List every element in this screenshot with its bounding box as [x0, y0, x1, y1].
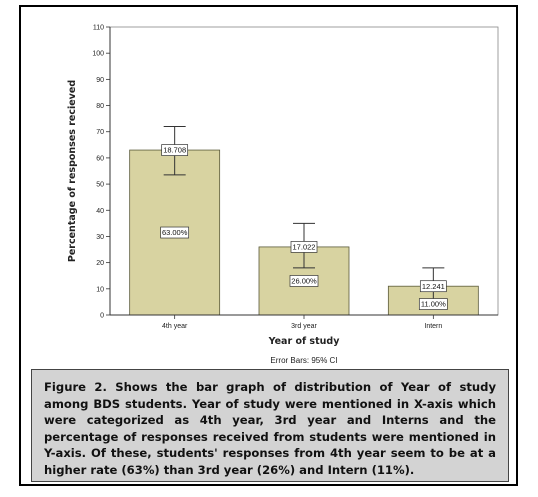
y-tick-label: 60: [96, 155, 104, 162]
caption-box: Figure 2. Shows the bar graph of distrib…: [31, 369, 509, 482]
error-label-box: [290, 241, 318, 253]
figure-frame: 0 10 20 30 40 50 60 70 80 90 100 110 18.708 63.00% 4th…: [19, 5, 518, 486]
value-label-box: [418, 298, 448, 310]
value-label-box: [160, 226, 190, 239]
value-label: 63.00%: [162, 228, 188, 237]
y-tick-label: 20: [96, 260, 104, 267]
y-tick-label: 50: [96, 182, 104, 189]
y-tick-label: 10: [96, 286, 104, 293]
x-tick-label: 3rd year: [291, 323, 317, 330]
x-axis-title: Year of study: [268, 336, 341, 347]
y-tick-label: 110: [93, 25, 104, 32]
y-tick-label: 70: [96, 129, 104, 136]
y-tick-label: 30: [96, 234, 104, 241]
chart-area: 0 10 20 30 40 50 60 70 80 90 100 110 18.708 63.00% 4th…: [31, 10, 511, 369]
y-tick-label: 90: [96, 77, 104, 84]
figure-caption: Figure 2. Shows the bar graph of distrib…: [44, 380, 496, 477]
value-label: 11.00%: [421, 300, 446, 309]
error-label-box: [419, 280, 447, 293]
y-tick-label: 80: [96, 103, 104, 110]
x-tick-label: Intern: [424, 323, 442, 330]
error-label-box: [161, 144, 189, 156]
error-label: 17.022: [293, 243, 316, 252]
bar-chart: 0 10 20 30 40 50 60 70 80 90 100 110 18.708 63.00% 4th…: [67, 25, 499, 365]
y-tick-label: 40: [96, 208, 104, 215]
error-label: 18.708: [163, 146, 186, 155]
y-tick-label: 100: [92, 51, 104, 58]
y-axis-title: Percentage of responses recieved: [67, 80, 78, 262]
value-label-box: [289, 275, 319, 287]
error-bars-footnote: Error Bars: 95% CI: [270, 356, 337, 365]
y-tick-label: 0: [100, 313, 104, 320]
x-tick-label: 4th year: [162, 323, 188, 330]
error-label: 12.241: [422, 282, 445, 291]
value-label: 26.00%: [291, 277, 317, 286]
